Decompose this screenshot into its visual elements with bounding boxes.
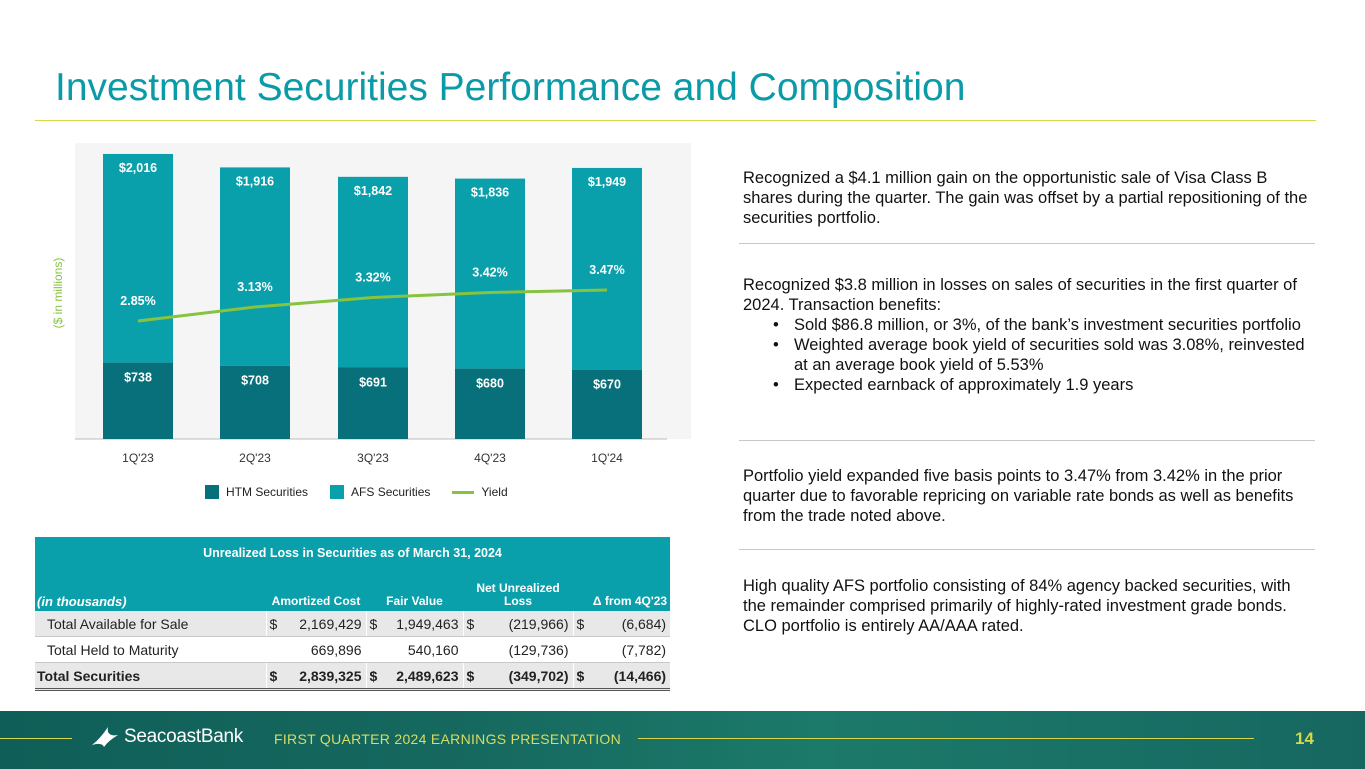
cell-value: (6,684) — [621, 615, 667, 632]
yield-label: 3.13% — [237, 280, 272, 294]
yield-label: 3.42% — [472, 266, 507, 280]
page-number: 14 — [1295, 729, 1314, 748]
footer: SeacoastBank FIRST QUARTER 2024 EARNINGS… — [0, 711, 1365, 769]
panel-visa-gain: Recognized a $4.1 million gain on the op… — [743, 169, 1308, 227]
footer-subtitle: FIRST QUARTER 2024 EARNINGS PRESENTATION — [274, 731, 622, 747]
bar-afs — [103, 153, 173, 363]
title-divider — [35, 120, 1316, 121]
legend-htm-swatch — [205, 485, 219, 499]
header-net: Net Unrealized Loss — [463, 569, 573, 611]
row-label: Total Held to Maturity — [35, 636, 266, 663]
x-tick-label: 4Q'23 — [474, 451, 506, 465]
cell-value: 2,169,429 — [299, 615, 362, 632]
bar-htm — [220, 365, 290, 439]
securities-chart: ($ in millions) $2,016 $738 $1,916 $708 $1,8… — [51, 143, 691, 465]
chart-y-label: ($ in millions) — [51, 258, 65, 329]
legend-afs: AFS Securities — [330, 485, 430, 499]
bullet-item: Weighted average book yield of securitie… — [743, 335, 1318, 375]
panel-losses-bullets: Sold $86.8 million, or 3%, of the bank’s… — [743, 315, 1318, 395]
legend-yield-swatch — [452, 490, 475, 494]
bar-htm — [572, 369, 642, 439]
yield-label: 2.85% — [120, 294, 155, 308]
bullet-item: Sold $86.8 million, or 3%, of the bank’s… — [743, 315, 1318, 335]
cell-value: (7,782) — [621, 641, 667, 658]
currency-symbol: $ — [369, 615, 378, 632]
cell-value: (14,466) — [613, 667, 667, 684]
bar-htm — [338, 367, 408, 439]
panel-divider — [739, 243, 1315, 244]
cell-value: 1,949,463 — [396, 615, 459, 632]
bar-htm — [455, 368, 525, 439]
cell-value: (349,702) — [508, 667, 569, 684]
cell-value: (219,966) — [508, 615, 569, 632]
legend-afs-label: AFS Securities — [351, 485, 431, 499]
bar-htm-label: $670 — [593, 378, 621, 392]
yield-line — [137, 288, 608, 323]
bar-afs-label: $1,916 — [236, 174, 274, 188]
header-amortized: Amortized Cost — [266, 569, 366, 611]
footer-line-right — [638, 738, 1254, 739]
x-tick-label: 3Q'23 — [357, 451, 389, 465]
row-label: Total Securities — [35, 662, 266, 691]
table-row: Total Held to Maturity 669,896 540,160 (… — [35, 636, 671, 663]
row-label: Total Available for Sale — [35, 611, 266, 637]
cell-value: 540,160 — [407, 641, 459, 658]
brand-logo: SeacoastBank — [90, 725, 243, 749]
bullet-item: Expected earnback of approximately 1.9 y… — [743, 375, 1318, 395]
bar-afs-label: $1,842 — [354, 184, 392, 198]
cell-value: 2,839,325 — [299, 667, 362, 684]
bar-htm-label: $708 — [241, 374, 269, 388]
cell-value: (129,736) — [508, 641, 569, 658]
yield-label: 3.47% — [589, 263, 624, 277]
bar-htm-label: $738 — [124, 371, 152, 385]
x-tick-label: 1Q'23 — [122, 451, 154, 465]
panel-divider — [739, 440, 1315, 441]
panel-divider — [739, 549, 1315, 550]
cell-value: 2,489,623 — [396, 667, 459, 684]
legend-yield: Yield — [452, 485, 508, 499]
unrealized-loss-table: Unrealized Loss in Securities as of Marc… — [35, 537, 671, 691]
currency-symbol: $ — [466, 615, 475, 632]
currency-symbol: $ — [576, 667, 585, 684]
currency-symbol: $ — [576, 615, 585, 632]
x-tick-label: 1Q'24 — [591, 451, 623, 465]
panel-losses: Recognized $3.8 million in losses on sal… — [743, 275, 1318, 395]
panel-afs-quality: High quality AFS portfolio consisting of… — [743, 577, 1291, 635]
panel-losses-text: Recognized $3.8 million in losses on sal… — [743, 276, 1297, 314]
legend-htm: HTM Securities — [205, 485, 308, 499]
bar-afs-label: $1,949 — [588, 175, 626, 189]
seacoast-logo-icon — [92, 727, 118, 747]
currency-symbol: $ — [269, 615, 278, 632]
table-caption: Unrealized Loss in Securities as of Marc… — [35, 537, 671, 569]
bar-afs — [220, 167, 290, 366]
page-title: Investment Securities Performance and Co… — [55, 66, 966, 109]
cell-value: 669,896 — [310, 641, 362, 658]
brand-name: SeacoastBank — [124, 726, 243, 747]
bar-afs — [338, 176, 408, 368]
bar-afs — [572, 167, 642, 370]
currency-symbol: $ — [269, 667, 278, 684]
table-row: Total Available for Sale $2,169,429 $1,9… — [35, 611, 671, 637]
legend-afs-swatch — [330, 485, 345, 499]
bar-htm-label: $691 — [359, 375, 387, 389]
bar-htm — [103, 362, 173, 439]
header-units: (in thousands) — [35, 569, 266, 611]
bar-afs-label: $2,016 — [119, 161, 157, 175]
panel-yield: Portfolio yield expanded five basis poin… — [743, 467, 1294, 525]
yield-label: 3.32% — [355, 271, 390, 285]
currency-symbol: $ — [466, 667, 475, 684]
bar-afs — [455, 178, 525, 369]
chart-legend: HTM Securities AFS Securities Yield — [205, 485, 508, 499]
table-row-total: Total Securities $2,839,325 $2,489,623 $… — [35, 662, 671, 691]
legend-htm-label: HTM Securities — [226, 485, 309, 499]
table-header: (in thousands) Amortized Cost Fair Value… — [35, 569, 671, 611]
bar-htm-label: $680 — [476, 377, 504, 391]
bar-afs-label: $1,836 — [471, 186, 509, 200]
header-delta: Δ from 4Q'23 — [573, 569, 671, 611]
legend-yield-label: Yield — [481, 485, 508, 499]
x-tick-label: 2Q'23 — [239, 451, 271, 465]
header-fair: Fair Value — [366, 569, 463, 611]
currency-symbol: $ — [369, 667, 378, 684]
footer-line-left — [0, 738, 72, 739]
